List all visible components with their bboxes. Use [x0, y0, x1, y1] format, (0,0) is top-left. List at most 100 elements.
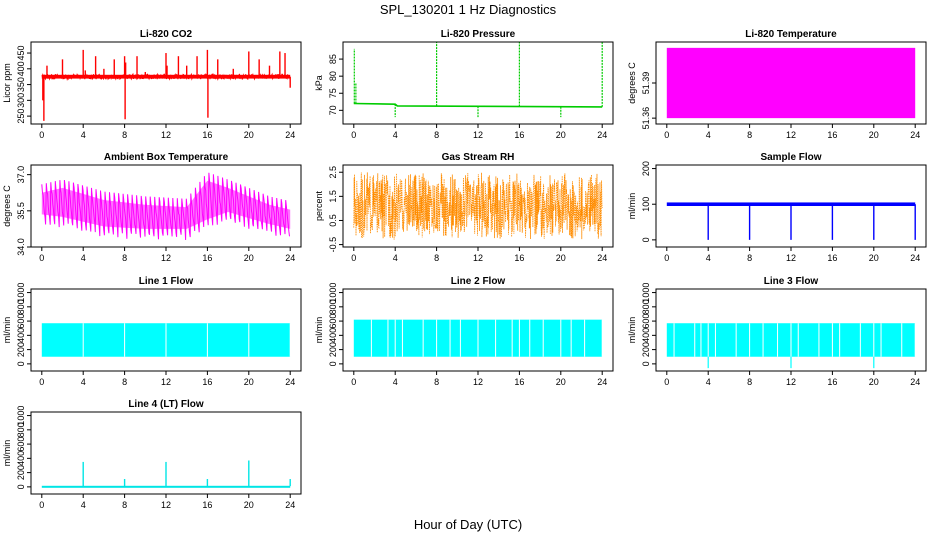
y-tick-label: 1000: [328, 283, 338, 303]
x-tick-label: 4: [81, 130, 86, 140]
x-tick-label: 4: [393, 130, 398, 140]
y-tick-label: 400: [16, 451, 26, 466]
x-tick-label: 12: [473, 253, 483, 263]
x-tick-label: 4: [81, 377, 86, 387]
x-tick-label: 12: [786, 377, 796, 387]
x-tick-label: 4: [706, 130, 711, 140]
y-tick-label: 400: [16, 61, 26, 76]
panel-4: Ambient Box Temperature 0 4 8 12 16 20 24 34.0 35…: [2, 152, 302, 263]
y-tick-label: 35.5: [16, 202, 26, 220]
x-tick-label: 16: [202, 130, 212, 140]
x-tick-label: 12: [473, 377, 483, 387]
panel-title: Gas Stream RH: [442, 152, 515, 163]
y-tick-label: 200: [16, 342, 26, 357]
x-tick-label: 20: [244, 130, 254, 140]
x-tick-label: 8: [434, 130, 439, 140]
y-tick-label: 200: [641, 342, 651, 357]
series-band: [666, 47, 916, 119]
y-tick-label: 0: [16, 484, 26, 489]
y-tick-label: 0.5: [328, 214, 338, 227]
panel-title: Li-820 CO2: [140, 29, 193, 40]
x-tick-label: 0: [39, 253, 44, 263]
x-tick-label: 16: [514, 130, 524, 140]
panel-title: Line 4 (LT) Flow: [128, 399, 204, 410]
x-tick-label: 4: [706, 253, 711, 263]
y-tick-label: 100: [641, 197, 651, 212]
x-tick-label: 0: [39, 130, 44, 140]
y-tick-label: 450: [16, 46, 26, 61]
x-tick-label: 8: [747, 130, 752, 140]
x-tick-label: 12: [786, 130, 796, 140]
x-tick-label: 12: [161, 377, 171, 387]
x-tick-label: 16: [202, 500, 212, 510]
y-tick-label: -0.5: [328, 237, 338, 253]
y-tick-label: 0: [641, 361, 651, 366]
plot-frame: [342, 41, 614, 125]
y-tick-label: 350: [16, 77, 26, 92]
x-tick-label: 8: [122, 130, 127, 140]
x-tick-label: 4: [81, 500, 86, 510]
x-tick-label: 20: [244, 253, 254, 263]
panel-title: Li-820 Temperature: [745, 29, 837, 40]
x-tick-label: 8: [434, 377, 439, 387]
y-tick-label: 80: [328, 71, 338, 81]
panel-title: Sample Flow: [760, 152, 821, 163]
series-envelope: [41, 180, 291, 229]
x-tick-label: 12: [161, 253, 171, 263]
x-tick-label: 24: [285, 500, 295, 510]
x-tick-label: 16: [827, 130, 837, 140]
x-tick-label: 20: [869, 377, 879, 387]
y-axis-label: ml/min: [627, 193, 637, 220]
y-tick-label: 0: [16, 361, 26, 366]
panel-5: Gas Stream RH 0 4 8 12 16 20 24 -0.5 0.5 1.5 2.5 per…: [314, 152, 614, 263]
panel-title: Line 1 Flow: [139, 276, 194, 287]
x-tick-label: 20: [244, 500, 254, 510]
x-tick-label: 24: [910, 377, 920, 387]
x-tick-label: 24: [285, 130, 295, 140]
x-tick-label: 0: [351, 130, 356, 140]
x-tick-label: 4: [393, 377, 398, 387]
series-band: [41, 485, 291, 488]
x-tick-label: 4: [81, 253, 86, 263]
y-tick-label: 37.0: [16, 166, 26, 184]
y-tick-label: 1.5: [328, 190, 338, 203]
x-tick-label: 0: [664, 377, 669, 387]
page-title: SPL_130201 1 Hz Diagnostics: [379, 2, 557, 17]
y-tick-label: 75: [328, 88, 338, 98]
panel-title: Li-820 Pressure: [441, 29, 516, 40]
y-tick-label: 600: [16, 437, 26, 452]
y-tick-label: 2.5: [328, 166, 338, 179]
y-tick-label: 600: [328, 314, 338, 329]
x-tick-label: 8: [434, 253, 439, 263]
x-tick-label: 20: [556, 130, 566, 140]
x-tick-label: 8: [747, 253, 752, 263]
x-tick-label: 24: [910, 253, 920, 263]
panel-3: Li-820 Temperature 0 4 8 12 16 20 24 51.36 51.39 d…: [627, 29, 927, 140]
x-tick-label: 20: [556, 253, 566, 263]
y-tick-label: 800: [16, 422, 26, 437]
y-tick-label: 51.36: [641, 107, 651, 130]
y-axis-label: ml/min: [2, 317, 12, 344]
x-tick-label: 20: [869, 253, 879, 263]
y-axis-label: percent: [314, 190, 324, 221]
panel-2: Li-820 Pressure 0 4 8 12 16 20 24 70 75 80 85 kPa: [314, 29, 614, 140]
x-tick-label: 24: [910, 130, 920, 140]
x-tick-label: 24: [597, 130, 607, 140]
x-tick-label: 20: [556, 377, 566, 387]
y-tick-label: 600: [641, 314, 651, 329]
y-tick-label: 1000: [16, 406, 26, 426]
series-line: [353, 172, 603, 240]
panel-title: Line 2 Flow: [451, 276, 506, 287]
x-tick-label: 12: [786, 253, 796, 263]
x-tick-label: 8: [122, 253, 127, 263]
x-tick-label: 20: [244, 377, 254, 387]
y-tick-label: 1000: [641, 283, 651, 303]
y-tick-label: 800: [328, 299, 338, 314]
x-tick-label: 12: [161, 130, 171, 140]
x-tick-label: 16: [202, 253, 212, 263]
panel-6: Sample Flow 0 4 8 12 16 20 24 0 100 200 ml/min: [627, 152, 927, 263]
x-tick-label: 4: [706, 377, 711, 387]
y-tick-label: 200: [328, 342, 338, 357]
